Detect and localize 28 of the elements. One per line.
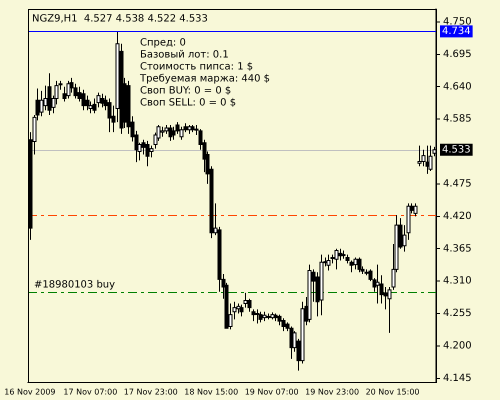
x-tick-label: 18 Nov 15:00 [184,387,238,396]
y-tick-label: 4.310 [443,276,472,287]
annotation: Требуемая маржа: 440 $ [139,74,270,85]
annotation: Своп SELL: 0 = 0 $ [140,98,236,109]
y-tick-label: 4.585 [443,114,472,125]
y-tick-label: 4.200 [443,340,472,352]
y-tick-label: 4.750 [443,16,472,28]
x-tick-label: 20 Nov 15:00 [366,387,420,396]
y-tick-label: 4.695 [443,48,472,60]
x-tick-label: 17 Nov 23:00 [124,387,178,396]
annotation: Базовый лот: 0.1 [140,50,229,61]
ref-line-label: 4.734 [442,26,471,37]
annotation: Спред: 0 [140,38,186,49]
annotation: Своп BUY: 0 = 0 $ [140,86,232,97]
x-tick-label: 16 Nov 2009 [4,387,56,396]
y-tick-label: 4.255 [443,308,472,320]
annotation: Стоимость пипса: 1 $ [140,62,254,73]
x-tick-label: 19 Nov 07:00 [244,387,299,396]
y-tick-label: 4.640 [443,81,472,92]
ref-line-label: 4.533 [442,144,471,156]
ref-line-label: #18980103 buy [34,280,116,291]
x-tick-label: 19 Nov 23:00 [305,387,360,396]
y-tick-label: 4.420 [443,210,472,222]
text: NGZ9,H1 4.527 4.538 4.522 4.533 [32,14,208,25]
y-tick-label: 4.145 [443,372,472,384]
x-tick-label: 17 Nov 07:00 [63,387,118,396]
y-tick-label: 4.365 [443,243,472,254]
y-tick-label: 4.475 [443,178,472,190]
